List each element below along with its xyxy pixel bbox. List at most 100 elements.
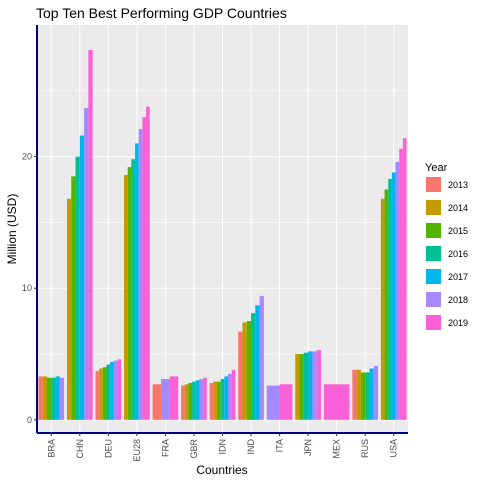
- bar-GBR-2014: [184, 384, 189, 420]
- x-tick-label: IDN: [218, 439, 228, 455]
- legend-label-2013: 2013: [448, 180, 468, 190]
- legend-title: Year: [425, 162, 448, 174]
- bar-DEU-2019: [117, 359, 122, 420]
- bar-CHN-2019: [88, 50, 93, 420]
- bar-IDN-2013: [209, 382, 214, 420]
- bar-IDN-2018: [228, 373, 232, 420]
- bar-USA-2019b: [402, 138, 407, 420]
- x-tick-label: RUS: [360, 439, 370, 458]
- x-tick-label: MEX: [332, 439, 342, 459]
- bar-EU28-2014: [124, 175, 128, 420]
- bar-RUS-2018: [373, 365, 379, 420]
- legend-swatch-2016: [426, 246, 441, 261]
- legend-swatch-2019: [426, 315, 441, 330]
- bar-BRA-2018: [59, 377, 65, 420]
- bar-GBR-2013: [181, 385, 185, 420]
- bar-IND-2018: [259, 296, 264, 420]
- bar-CHN-2016: [75, 156, 80, 420]
- bar-IDN-2014: [213, 381, 217, 420]
- bar-JPN-2014: [295, 354, 300, 420]
- x-axis-title: Countries: [196, 463, 247, 477]
- bar-ITA-2018: [266, 385, 280, 420]
- bar-GBR-2017: [195, 380, 200, 420]
- legend-swatch-2013: [426, 177, 441, 192]
- bar-JPN-2019: [316, 350, 321, 420]
- bar-USA-2015: [384, 189, 389, 420]
- bar-CHN-2014: [66, 198, 72, 420]
- legend-swatch-2018: [426, 292, 441, 307]
- bar-IDN-2015: [216, 381, 221, 420]
- bar-GBR-2015: [188, 382, 193, 420]
- bar-GBR-2018: [199, 379, 204, 420]
- bar-RUS-2016: [365, 372, 370, 420]
- legend: Year 2013 2014 2015 2016 2017 2018 2019: [425, 162, 468, 330]
- y-axis-title: Million (USD): [5, 194, 19, 265]
- bar-RUS-2013: [352, 369, 357, 420]
- bar-CHN-2015: [71, 176, 76, 420]
- bar-EU28-2019b: [146, 106, 150, 420]
- legend-items: 2013 2014 2015 2016 2017 2018 2019: [426, 177, 468, 330]
- y-tick-label: 20: [22, 152, 32, 162]
- bar-DEU-2018: [113, 360, 118, 420]
- legend-label-2019: 2019: [448, 318, 468, 328]
- bar-RUS-2017: [369, 368, 374, 420]
- x-tick-label: CHN: [75, 439, 85, 459]
- bar-BRA-2015: [46, 377, 52, 420]
- bar-MEX-2019: [323, 384, 350, 420]
- legend-label-2016: 2016: [448, 249, 468, 259]
- bar-USA-2018: [395, 161, 400, 420]
- y-ticks: 0 10 20: [22, 152, 37, 425]
- x-ticks: BRA CHN DEU EU28 FRA GBR IDN IND ITA JPN MEX RUS USA: [46, 433, 399, 462]
- bar-JPN-2015: [299, 354, 304, 420]
- bar-CHN-2018: [84, 107, 89, 420]
- y-tick-label: 0: [27, 415, 32, 425]
- x-tick-label: BRA: [46, 439, 56, 458]
- legend-label-2014: 2014: [448, 203, 468, 213]
- bar-EU28-2015: [127, 167, 132, 420]
- bar-IDN-2017: [224, 376, 229, 420]
- bar-IND-2017: [255, 305, 260, 420]
- x-tick-label: EU28: [132, 439, 142, 462]
- x-tick-label: JPN: [303, 439, 313, 456]
- legend-swatch-2014: [426, 200, 441, 215]
- x-tick-label: IND: [246, 439, 256, 455]
- bar-USA-2019: [399, 148, 403, 420]
- x-tick-label: FRA: [160, 439, 170, 457]
- bar-BRA-2013: [38, 376, 43, 420]
- bar-FRA-2013: [152, 384, 162, 420]
- bar-ITA-2019: [279, 384, 293, 420]
- legend-label-2015: 2015: [448, 226, 468, 236]
- bar-DEU-2017: [110, 361, 114, 420]
- y-tick-label: 10: [22, 283, 32, 293]
- bar-USA-2016: [388, 178, 392, 420]
- bar-FRA-2018: [161, 379, 170, 420]
- legend-swatch-2017: [426, 269, 441, 284]
- bar-EU28-2018: [138, 128, 143, 420]
- bar-BRA-2014: [42, 376, 47, 420]
- x-tick-label: USA: [389, 439, 399, 458]
- bar-USA-2017: [391, 172, 396, 420]
- legend-label-2018: 2018: [448, 295, 468, 305]
- x-tick-label: GBR: [189, 439, 199, 459]
- bar-EU28-2019: [142, 117, 147, 420]
- bar-USA-2014: [380, 198, 385, 420]
- bar-EU28-2016: [131, 159, 136, 420]
- bar-BRA-2016: [51, 377, 56, 420]
- legend-label-2017: 2017: [448, 272, 468, 282]
- chart-title: Top Ten Best Performing GDP Countries: [36, 5, 287, 21]
- bar-JPN-2016: [303, 352, 309, 420]
- bar-DEU-2016: [106, 364, 111, 420]
- bar-DEU-2013: [95, 371, 100, 420]
- bar-EU28-2017: [135, 143, 139, 420]
- bar-IND-2016: [251, 313, 256, 420]
- bar-IND-2013: [238, 331, 243, 420]
- bar-RUS-2014: [356, 369, 361, 420]
- bar-IND-2014: [242, 322, 247, 420]
- bars-layer: [38, 50, 407, 420]
- bar-IND-2015: [246, 321, 252, 420]
- legend-swatch-2015: [426, 223, 441, 238]
- bar-DEU-2014: [99, 368, 103, 420]
- bar-BRA-2017: [55, 376, 60, 420]
- bar-IDN-2016: [220, 379, 225, 420]
